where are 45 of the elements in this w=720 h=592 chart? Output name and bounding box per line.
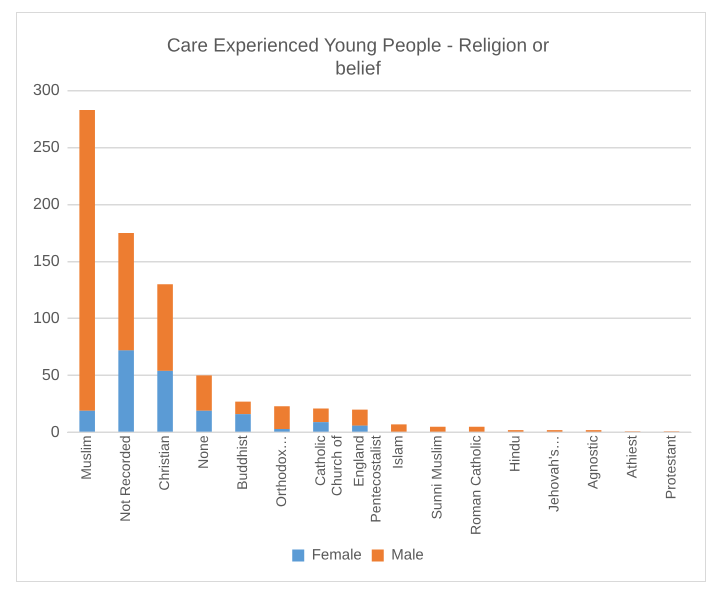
bar bbox=[196, 410, 212, 432]
x-tick-label: Not Recorded bbox=[116, 435, 133, 522]
bar bbox=[79, 110, 95, 411]
y-tick-label: 250 bbox=[32, 138, 60, 156]
x-tick-label: Protestant bbox=[662, 435, 678, 500]
y-tick-label: 100 bbox=[32, 310, 60, 327]
bar bbox=[157, 284, 173, 371]
y-tick-label: 150 bbox=[32, 252, 60, 270]
x-tick-label: England Pentecostalist bbox=[350, 435, 384, 523]
x-tick-label: Muslim bbox=[78, 435, 94, 480]
y-tick-label: 200 bbox=[32, 196, 60, 213]
x-tick-label: Hindu bbox=[506, 435, 523, 472]
bar bbox=[196, 375, 212, 411]
x-tick-label: Agnostic bbox=[584, 435, 600, 490]
bar bbox=[313, 408, 329, 422]
x-tick-label: Catholic Church of bbox=[312, 435, 345, 496]
bar bbox=[157, 370, 173, 432]
bar bbox=[352, 410, 368, 426]
x-tick-label: Orthodox… bbox=[272, 435, 289, 507]
x-tick-label: Christian bbox=[156, 435, 172, 491]
bar bbox=[118, 350, 134, 432]
chart-title: Care Experienced Young People - Religion or belief bbox=[166, 36, 550, 80]
bar bbox=[313, 422, 329, 432]
x-tick-label: Islam bbox=[390, 435, 406, 469]
bar bbox=[235, 414, 251, 432]
x-tick-label: None bbox=[194, 435, 211, 469]
bar bbox=[274, 428, 290, 432]
y-tick-label: 0 bbox=[50, 424, 60, 441]
x-tick-label: Sunni Muslim bbox=[428, 435, 445, 520]
bar bbox=[468, 426, 485, 432]
y-tick-label: 300 bbox=[32, 82, 60, 100]
bar bbox=[118, 233, 134, 350]
bar bbox=[391, 424, 407, 432]
bar bbox=[79, 410, 95, 432]
bar bbox=[352, 426, 368, 432]
x-tick-label: Jehovah's… bbox=[546, 435, 562, 512]
x-tick-label: Athiest bbox=[623, 435, 640, 478]
x-tick-label: Roman Catholic bbox=[468, 435, 484, 536]
bar bbox=[430, 426, 446, 432]
legend-label: Male bbox=[391, 546, 424, 564]
bar bbox=[235, 402, 251, 414]
bar bbox=[274, 406, 290, 429]
legend-label: Female bbox=[312, 546, 362, 564]
x-tick-label: Buddhist bbox=[234, 435, 250, 490]
y-tick-label: 50 bbox=[42, 366, 60, 384]
